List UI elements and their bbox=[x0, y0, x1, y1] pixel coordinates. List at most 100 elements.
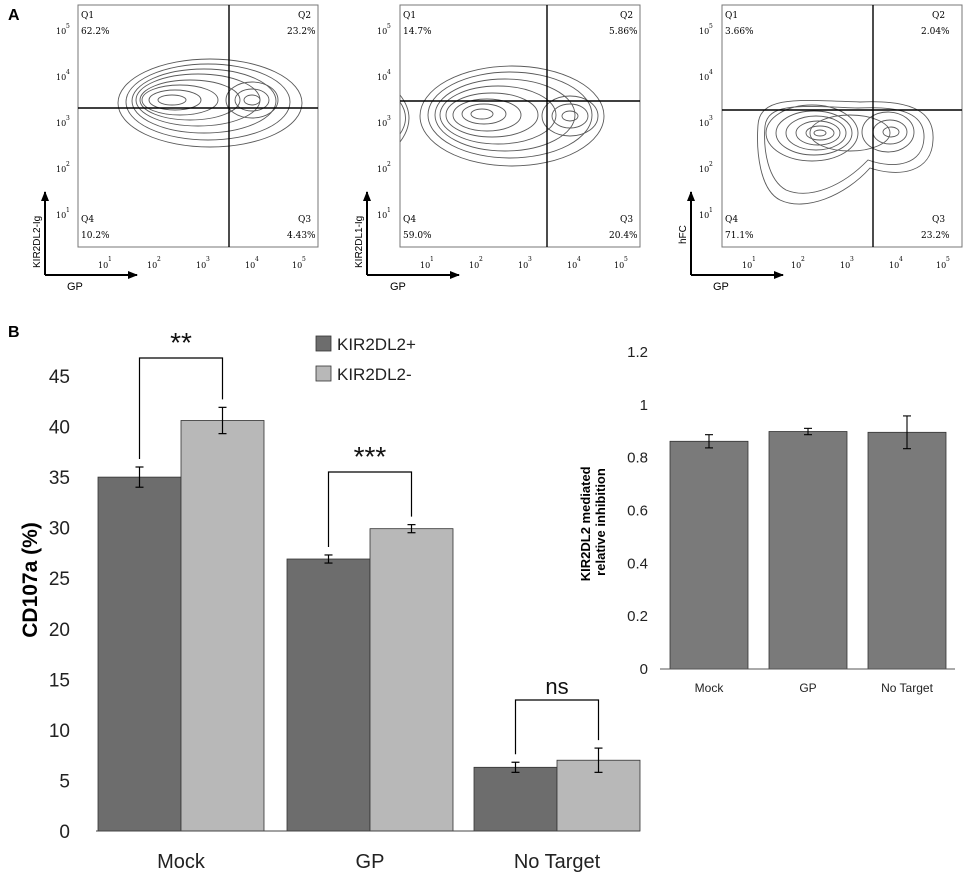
main-y-axis-title: CD107a (%) bbox=[19, 522, 42, 638]
x-tick-exp: 2 bbox=[479, 256, 483, 263]
y-tick: 10 bbox=[699, 211, 709, 220]
y-tick: 10 bbox=[377, 119, 387, 128]
quadrant-name: Q2 bbox=[620, 11, 633, 21]
x-tick: 10 bbox=[614, 261, 624, 270]
x-tick-exp: 2 bbox=[801, 256, 805, 263]
y-tick: 10 bbox=[699, 165, 709, 174]
y-tick-exp: 4 bbox=[709, 69, 713, 76]
quadrant-name: Q2 bbox=[298, 11, 311, 21]
main-y-tick-label: 30 bbox=[49, 519, 70, 540]
legend-label: KIR2DL2+ bbox=[337, 335, 416, 354]
inset-y-tick-label: 0.4 bbox=[627, 555, 648, 572]
legend-swatch bbox=[315, 335, 332, 352]
x-tick-exp: 1 bbox=[752, 256, 756, 263]
y-tick-exp: 3 bbox=[387, 115, 391, 122]
main-bar bbox=[97, 476, 182, 832]
x-tick: 10 bbox=[936, 261, 946, 270]
flow-x-label: GP bbox=[390, 281, 406, 293]
x-tick-exp: 5 bbox=[624, 256, 628, 263]
quadrant-name: Q3 bbox=[932, 215, 945, 225]
legend-swatch bbox=[315, 365, 332, 382]
main-y-tick-label: 45 bbox=[49, 367, 70, 388]
y-tick: 10 bbox=[377, 73, 387, 82]
x-tick-exp: 4 bbox=[255, 256, 259, 263]
inset-bars bbox=[669, 431, 947, 670]
x-tick: 10 bbox=[196, 261, 206, 270]
contour-population bbox=[117, 58, 303, 148]
quadrant-name: Q4 bbox=[725, 215, 738, 225]
y-tick-exp: 4 bbox=[66, 69, 70, 76]
quadrant-name: Q2 bbox=[932, 11, 945, 21]
quadrant-name: Q1 bbox=[81, 11, 94, 21]
main-bar bbox=[369, 528, 454, 832]
significance-bracket bbox=[514, 699, 600, 755]
inset-y-axis-title: KIR2DL2 mediated relative inhibition bbox=[578, 463, 608, 582]
relative-inhibition-chart: KIR2DL2 mediated relative inhibition 0 0.… bbox=[578, 344, 955, 695]
main-x-tick-label: Mock bbox=[157, 851, 206, 873]
y-tick: 10 bbox=[699, 73, 709, 82]
main-y-tick-label: 25 bbox=[49, 569, 70, 590]
quadrant-name: Q3 bbox=[298, 215, 311, 225]
significance-label: *** bbox=[354, 441, 387, 472]
quadrant-value: 62.2% bbox=[81, 27, 110, 37]
main-bar bbox=[473, 766, 558, 832]
inset-y-tick-label: 1 bbox=[640, 397, 648, 414]
y-tick-exp: 5 bbox=[709, 23, 713, 30]
contour-population bbox=[399, 65, 605, 167]
main-x-tick-label: GP bbox=[356, 851, 385, 873]
x-tick-exp: 1 bbox=[430, 256, 434, 263]
x-tick-exp: 5 bbox=[302, 256, 306, 263]
flow-plot-3: Q1 3.66% Q2 2.04% Q3 23.2% Q4 71.1% 10 1… bbox=[678, 4, 963, 293]
y-tick: 10 bbox=[699, 119, 709, 128]
x-tick: 10 bbox=[791, 261, 801, 270]
main-y-tick-label: 20 bbox=[49, 620, 70, 641]
y-tick-exp: 4 bbox=[387, 69, 391, 76]
main-y-tick-label: 40 bbox=[49, 418, 70, 439]
y-tick-exp: 3 bbox=[709, 115, 713, 122]
quadrant-value: 10.2% bbox=[81, 231, 110, 241]
inset-y-tick-label: 1.2 bbox=[627, 344, 648, 361]
y-tick: 10 bbox=[56, 211, 66, 220]
quadrant-name: Q3 bbox=[620, 215, 633, 225]
quadrant-name: Q1 bbox=[403, 11, 416, 21]
y-tick: 10 bbox=[699, 27, 709, 36]
main-bar bbox=[180, 420, 265, 832]
main-x-tick-label: No Target bbox=[514, 851, 601, 873]
flow-plot-2-frame bbox=[399, 4, 641, 248]
x-tick: 10 bbox=[147, 261, 157, 270]
x-tick: 10 bbox=[889, 261, 899, 270]
y-tick-exp: 1 bbox=[66, 207, 70, 214]
main-y-tick-label: 5 bbox=[59, 771, 70, 792]
inset-bar bbox=[768, 431, 848, 670]
quadrant-value: 23.2% bbox=[287, 27, 316, 37]
x-tick-exp: 3 bbox=[528, 256, 532, 263]
inset-y-axis-title-line1: KIR2DL2 mediated bbox=[578, 466, 593, 581]
quadrant-value: 2.04% bbox=[921, 27, 950, 37]
y-tick: 10 bbox=[377, 211, 387, 220]
x-tick-exp: 1 bbox=[108, 256, 112, 263]
inset-x-tick-label: Mock bbox=[695, 681, 725, 695]
panel-a-label: A bbox=[8, 7, 20, 24]
x-tick-exp: 4 bbox=[899, 256, 903, 263]
x-tick-exp: 3 bbox=[206, 256, 210, 263]
main-bars bbox=[97, 420, 641, 832]
main-x-labels: Mock GP No Target bbox=[157, 851, 601, 873]
quadrant-name: Q1 bbox=[725, 11, 738, 21]
x-tick: 10 bbox=[840, 261, 850, 270]
flow-x-label: GP bbox=[67, 281, 83, 293]
x-tick: 10 bbox=[518, 261, 528, 270]
y-tick-exp: 2 bbox=[709, 161, 713, 168]
inset-x-tick-label: GP bbox=[799, 681, 816, 695]
y-tick-exp: 1 bbox=[387, 207, 391, 214]
x-tick-exp: 5 bbox=[946, 256, 950, 263]
x-tick: 10 bbox=[292, 261, 302, 270]
significance-bracket bbox=[327, 471, 413, 547]
x-tick: 10 bbox=[469, 261, 479, 270]
inset-bar bbox=[867, 431, 947, 670]
y-tick: 10 bbox=[56, 73, 66, 82]
inset-x-tick-label: No Target bbox=[881, 681, 933, 695]
main-bar bbox=[286, 558, 371, 832]
main-y-tick-label: 15 bbox=[49, 670, 70, 691]
inset-y-tick-label: 0.2 bbox=[627, 608, 648, 625]
